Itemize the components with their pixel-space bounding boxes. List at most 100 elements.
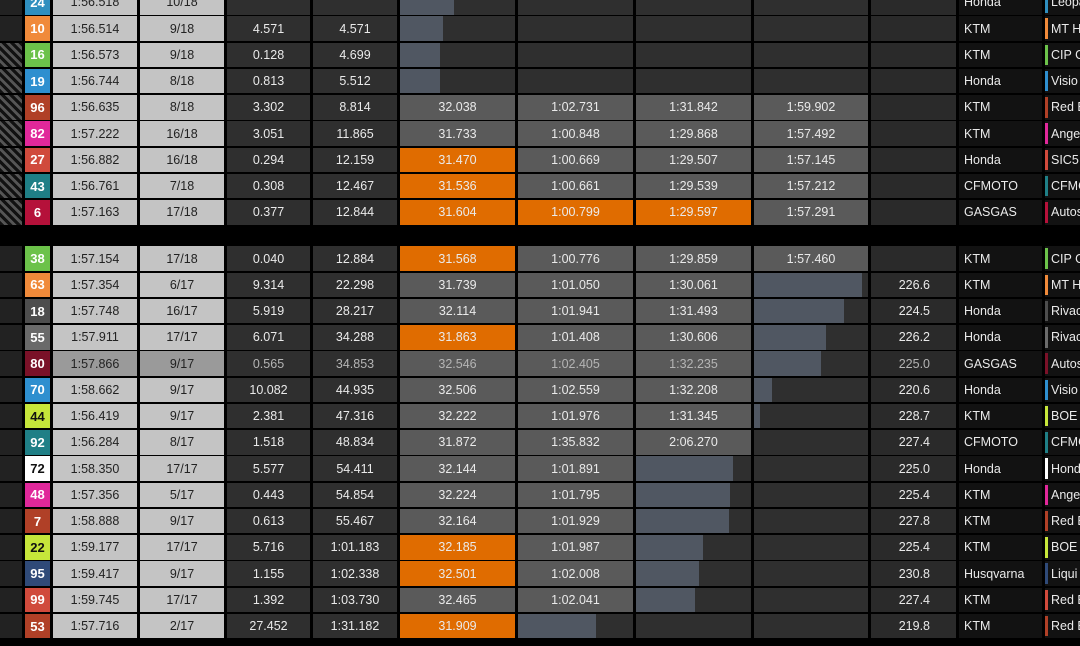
s1-cell: 32.465 [400, 587, 515, 612]
team-name: Ange [1051, 126, 1080, 141]
s3-cell [636, 535, 751, 560]
gap-value: 0.813 [252, 74, 285, 88]
table-row[interactable]: 16 1:56.573 9/18 0.128 4.699 KTM CIP G [0, 42, 1080, 67]
s4-cell: 1:57.145 [754, 147, 868, 172]
s2-cell: 1:00.799 [518, 200, 633, 225]
team-color-bar [1045, 432, 1048, 453]
s4-cell [754, 613, 868, 639]
s1-cell: 32.144 [400, 456, 515, 481]
team-color-bar [1045, 97, 1048, 118]
progress-bar [636, 535, 703, 560]
team-name: Red E [1051, 592, 1080, 607]
team-color-bar [1045, 0, 1048, 13]
manufacturer-cell: Honda [959, 325, 1042, 350]
table-row[interactable]: 43 1:56.761 7/18 0.308 12.467 31.536 1:00.661 1… [0, 173, 1080, 199]
table-row[interactable]: 96 1:56.635 8/18 3.302 8.814 32.038 1:02.731 1:… [0, 95, 1080, 120]
gap-cell: 0.613 [227, 508, 310, 534]
s2-value: 1:01.929 [551, 514, 600, 528]
table-row[interactable]: 92 1:56.284 8/17 1.518 48.834 31.872 1:35.832 2… [0, 430, 1080, 455]
rider-number: 72 [25, 456, 50, 481]
s1-cell [400, 42, 515, 67]
tot-cell: 34.853 [313, 351, 397, 376]
table-row[interactable]: 18 1:57.748 16/17 5.919 28.217 32.114 1:01.941… [0, 298, 1080, 324]
table-row[interactable]: 70 1:58.662 9/17 10.082 44.935 32.506 1:02.559… [0, 377, 1080, 402]
tot-cell: 22.298 [313, 272, 397, 297]
table-row[interactable]: 53 1:57.716 2/17 27.452 1:31.182 31.909 219.8 K… [0, 613, 1080, 639]
table-row[interactable]: 55 1:57.911 17/17 6.071 34.288 31.863 1:01.408… [0, 325, 1080, 350]
table-row[interactable]: 82 1:57.222 16/18 3.051 11.865 31.733 1:00.848… [0, 121, 1080, 146]
flag-marker [0, 430, 22, 455]
table-row[interactable]: 63 1:57.354 6/17 9.314 22.298 31.739 1:01.050 1… [0, 272, 1080, 297]
flag-marker [0, 68, 22, 94]
s4-cell [754, 351, 868, 376]
manufacturer-cell: KTM [959, 246, 1042, 271]
spd-value: 225.4 [898, 540, 930, 555]
s4-value: 1:57.145 [786, 152, 836, 167]
spd-cell: 219.8 [871, 613, 956, 639]
s2-cell: 1:02.041 [518, 587, 633, 612]
rider-number: 95 [25, 561, 50, 586]
team-color-bar [1045, 537, 1048, 558]
team-cell: Autos [1045, 200, 1080, 225]
spd-cell [871, 95, 956, 120]
gap-cell: 3.051 [227, 121, 310, 146]
team-color-bar [1045, 70, 1048, 92]
table-row[interactable]: 72 1:58.350 17/17 5.577 54.411 32.144 1:01.891… [0, 456, 1080, 481]
gap-value: 0.613 [252, 514, 285, 528]
tot-cell: 12.844 [313, 200, 397, 225]
table-row[interactable]: 44 1:56.419 9/17 2.381 47.316 32.222 1:01.976 1… [0, 403, 1080, 429]
team-color-bar [1045, 510, 1048, 532]
s3-value: 1:29.859 [669, 251, 718, 266]
s1-cell [400, 16, 515, 41]
s1-cell: 31.909 [400, 613, 515, 639]
s3-value: 1:29.868 [669, 126, 718, 141]
gap-cell: 5.577 [227, 456, 310, 481]
team-color-bar [1045, 615, 1048, 637]
laps-cell: 17/17 [140, 456, 224, 481]
table-row[interactable]: 99 1:59.745 17/17 1.392 1:03.730 32.465 1:02.0… [0, 587, 1080, 612]
rider-number: 55 [25, 325, 50, 350]
s2-cell: 1:02.008 [518, 561, 633, 586]
table-row[interactable]: 27 1:56.882 16/18 0.294 12.159 31.470 1:00.669… [0, 147, 1080, 172]
s2-cell: 1:00.776 [518, 246, 633, 271]
progress-bar [400, 68, 441, 94]
laps-cell: 9/17 [140, 377, 224, 402]
s4-cell [754, 587, 868, 612]
s4-cell: 1:57.460 [754, 246, 868, 271]
flag-marker [0, 121, 22, 146]
gap-cell [227, 0, 310, 15]
s2-cell: 1:01.976 [518, 403, 633, 429]
tot-value: 55.467 [335, 514, 375, 528]
spd-cell: 226.6 [871, 272, 956, 297]
team-cell: Rivac [1045, 298, 1080, 324]
team-color-bar [1045, 458, 1048, 479]
s3-cell: 1:29.539 [636, 173, 751, 199]
team-name: Hond [1051, 461, 1080, 476]
table-row[interactable]: 19 1:56.744 8/18 0.813 5.512 Honda Visio [0, 68, 1080, 94]
table-row[interactable]: 95 1:59.417 9/17 1.155 1:02.338 32.501 1:02.00… [0, 561, 1080, 586]
s1-value: 32.144 [438, 461, 477, 476]
s3-cell: 2:06.270 [636, 430, 751, 455]
s3-value: 1:30.606 [669, 330, 718, 345]
team-name: CFMC [1051, 435, 1080, 450]
s1-cell: 32.506 [400, 377, 515, 402]
table-row[interactable]: 80 1:57.866 9/17 0.565 34.853 32.546 1:02.405 1… [0, 351, 1080, 376]
table-row[interactable]: 7 1:58.888 9/17 0.613 55.467 32.164 1:01.929 22… [0, 508, 1080, 534]
laps-cell: 9/17 [140, 561, 224, 586]
rider-number: 19 [25, 68, 50, 94]
table-row[interactable]: 38 1:57.154 17/18 0.040 12.884 31.568 1:00.776… [0, 246, 1080, 271]
rider-number: 27 [25, 147, 50, 172]
flag-marker [0, 272, 22, 297]
table-row[interactable]: 22 1:59.177 17/17 5.716 1:01.183 32.185 1:01.9… [0, 535, 1080, 560]
table-row[interactable]: 10 1:56.514 9/18 4.571 4.571 KTM MT H [0, 16, 1080, 41]
spd-cell [871, 68, 956, 94]
gap-cell: 5.919 [227, 298, 310, 324]
table-row[interactable]: 6 1:57.163 17/18 0.377 12.844 31.604 1:00.799 1… [0, 200, 1080, 225]
rider-number: 6 [25, 200, 50, 225]
tot-value: 12.844 [335, 205, 375, 220]
s1-value: 32.224 [438, 487, 477, 502]
s2-cell: 1:00.848 [518, 121, 633, 146]
s1-cell: 31.470 [400, 147, 515, 172]
table-row[interactable]: 48 1:57.356 5/17 0.443 54.854 32.224 1:01.795 2… [0, 482, 1080, 507]
